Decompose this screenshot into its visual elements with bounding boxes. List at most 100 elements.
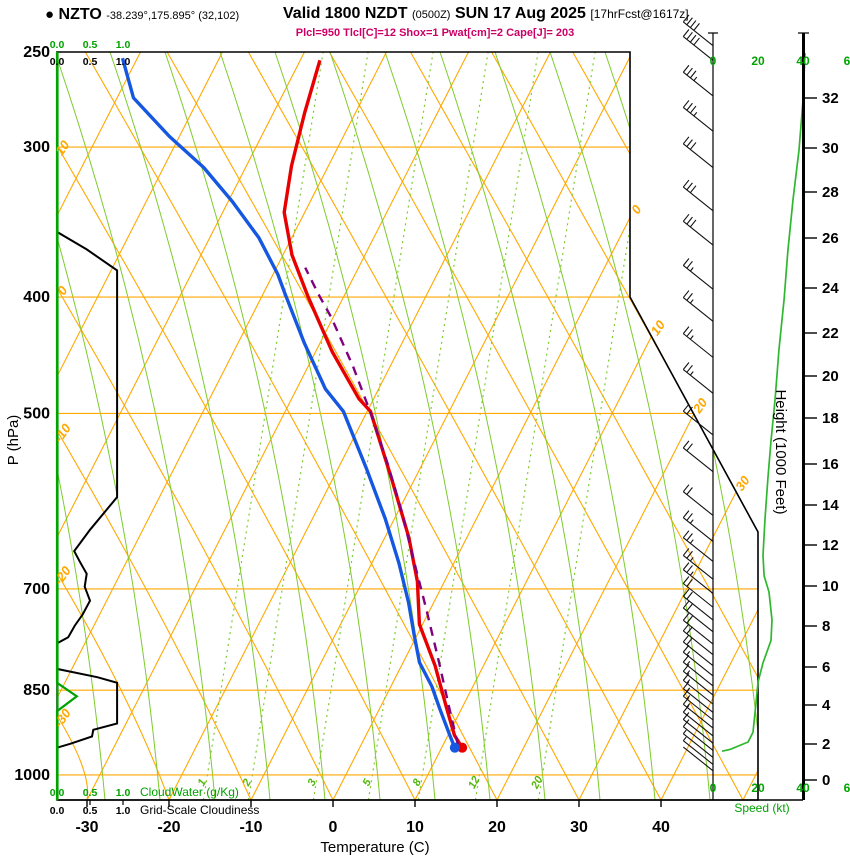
wind-barb-feather xyxy=(682,29,690,37)
wind-barb-feather xyxy=(682,576,690,584)
temperature-tick-label: -20 xyxy=(157,819,180,836)
moist-adiabat-line xyxy=(329,52,491,800)
temperature-tick-label: -10 xyxy=(239,819,262,836)
moist-adiabat-line xyxy=(57,52,216,800)
wind-barb-stem xyxy=(682,107,714,132)
wind-barb xyxy=(682,736,714,765)
height-tick-label: 0 xyxy=(822,772,830,789)
wind-barb xyxy=(682,362,714,394)
cloudwater-scale-label-bottom: 0.0 xyxy=(50,787,65,799)
wind-barb-feather xyxy=(682,64,690,73)
moist-adiabat-line xyxy=(494,52,656,800)
wind-barb xyxy=(682,644,714,677)
moist-adiabat-line xyxy=(384,52,546,800)
wind-barb-stem xyxy=(682,688,714,713)
pressure-tick-label: 700 xyxy=(23,581,50,598)
wind-barb-stem xyxy=(682,661,714,687)
wind-barb-feather xyxy=(689,219,697,228)
height-axis-title: Height (1000 Feet) xyxy=(772,389,789,514)
wind-barb-stem xyxy=(682,369,714,394)
wind-barb xyxy=(682,100,714,132)
wind-barb-feather xyxy=(686,329,693,337)
dry-adiabat-line xyxy=(57,572,170,800)
wind-barb-feather xyxy=(682,623,690,632)
station-id: NZTO xyxy=(58,6,102,23)
wind-barb-feather xyxy=(686,487,693,495)
height-tick-label: 2 xyxy=(822,736,830,753)
mixing-ratio-label: 12 xyxy=(466,774,482,790)
mixing-ratio-label: 3 xyxy=(306,777,319,788)
wind-barb-feather xyxy=(689,142,697,150)
wind-barb-half-feather xyxy=(686,651,691,656)
moist-adiabat-line xyxy=(604,52,758,800)
wind-barb-feather xyxy=(686,260,693,269)
valid-time: Valid 1800 NZDT xyxy=(283,5,408,22)
speed-tick-label-bottom: 20 xyxy=(751,781,765,795)
moist-adiabat-line xyxy=(274,52,436,800)
wind-barb-feather xyxy=(686,102,693,111)
temperature-tick-label: -30 xyxy=(75,819,98,836)
wind-barb-half-feather xyxy=(689,299,694,304)
wind-barb-stem xyxy=(682,143,714,168)
wind-barb-feather xyxy=(682,634,690,643)
wind-barb-feather xyxy=(689,70,697,79)
height-tick-label: 8 xyxy=(822,618,830,635)
wind-barb-feather xyxy=(682,654,690,663)
wind-barb xyxy=(682,403,714,436)
moist-adiabat-line xyxy=(109,52,271,800)
wind-barb-stem xyxy=(682,297,714,322)
wind-barb xyxy=(682,29,714,61)
cloudwater-scale-label-top: 0.0 xyxy=(50,39,65,51)
wind-barb-half-feather xyxy=(686,661,691,666)
wind-barb-half-feather xyxy=(693,76,698,82)
isotherm-line xyxy=(57,52,141,800)
wind-barb xyxy=(682,136,714,168)
wind-barb-feather xyxy=(682,696,690,705)
wind-barb-feather xyxy=(686,513,693,521)
wind-barb-feather xyxy=(682,136,690,145)
mixing-ratio-line xyxy=(474,52,596,800)
isotherm-line xyxy=(57,52,223,800)
wind-barb xyxy=(682,704,714,737)
wind-barb-stem xyxy=(682,410,714,436)
wind-barb-feather xyxy=(682,588,690,597)
height-tick-label: 28 xyxy=(822,184,839,201)
mixing-ratio-label: 5 xyxy=(361,776,375,788)
wind-barb-stem xyxy=(682,740,714,765)
height-tick-label: 16 xyxy=(822,456,839,473)
dewpoint-curve xyxy=(120,57,457,749)
wind-barb-feather xyxy=(686,17,693,26)
sounding-indices-line: Plcl=950 Tlcl[C]=12 Shox=1 Pwat[cm]=2 Ca… xyxy=(295,27,575,39)
dry-adiabat-line xyxy=(57,799,58,800)
isotherm-line xyxy=(57,52,387,800)
wind-barb-stem xyxy=(682,333,714,358)
wind-barb-stem xyxy=(682,630,714,656)
temperature-tick-label: 40 xyxy=(652,819,670,836)
wind-barb xyxy=(682,484,714,516)
wind-barb-half-feather xyxy=(689,371,694,376)
cloudwater-scale-label-top: 0.5 xyxy=(83,39,98,51)
isotherm-line xyxy=(86,52,469,800)
wind-barb-feather xyxy=(682,100,690,108)
wind-barb-stem xyxy=(682,726,714,751)
height-tick-label: 6 xyxy=(822,659,830,676)
wind-barb-feather xyxy=(682,484,690,493)
dry-adiabat-line xyxy=(57,52,758,800)
cloudiness-scale-label-top: 0.5 xyxy=(83,56,98,68)
wind-barb xyxy=(682,588,714,621)
speed-tick-label-top: 20 xyxy=(751,54,765,68)
wind-barb-half-feather xyxy=(689,267,694,272)
wind-barb-feather xyxy=(682,510,690,518)
moist-adiabat-line xyxy=(57,52,106,800)
wind-barb-feather xyxy=(693,23,700,31)
wind-barb xyxy=(682,729,714,758)
dry-adiabat-line xyxy=(57,430,252,800)
wind-barb-feather xyxy=(686,565,693,573)
wind-barb-feather xyxy=(682,179,690,188)
cloudiness-scale-label-top: 0.0 xyxy=(50,56,65,68)
wind-barb-stem xyxy=(682,719,714,744)
wind-barb-feather xyxy=(686,533,693,541)
wind-barb xyxy=(682,326,714,358)
